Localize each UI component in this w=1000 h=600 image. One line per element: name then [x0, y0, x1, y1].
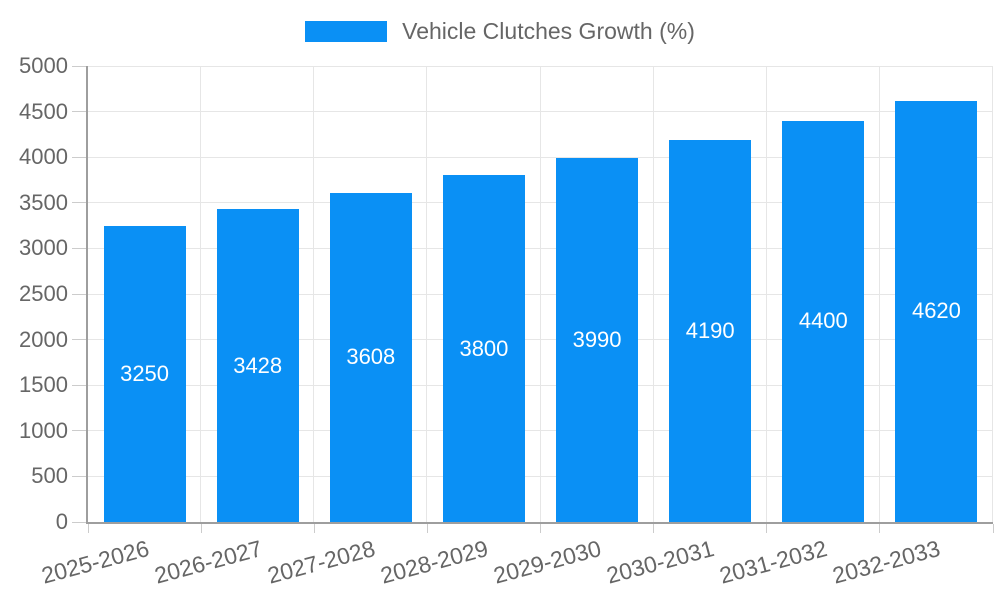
bar-value-label: 3608	[346, 344, 396, 370]
legend-label: Vehicle Clutches Growth (%)	[402, 18, 695, 44]
y-axis-tick-label: 0	[55, 509, 68, 534]
vertical-gridline	[992, 66, 993, 522]
horizontal-gridline	[88, 65, 993, 67]
y-axis-tick	[72, 475, 86, 477]
x-axis-label-text: 2031-2032	[717, 535, 831, 589]
y-axis-tick	[72, 521, 86, 523]
y-axis-tick-label: 4000	[19, 144, 68, 170]
x-axis-tick	[992, 524, 994, 533]
x-axis-label-text: 2025-2026	[38, 535, 152, 589]
y-axis-tick	[72, 384, 86, 386]
y-axis-tick-label: 1500	[19, 372, 68, 398]
bar[interactable]	[669, 139, 752, 522]
grid-layer	[88, 65, 993, 522]
y-axis: 0 500 1000 1500 2000 2500 3000 3500 4000 4500 5000	[0, 53, 88, 534]
vertical-gridline	[652, 66, 654, 522]
vertical-gridline	[878, 66, 880, 522]
y-axis-tick	[72, 156, 86, 158]
y-axis-tick	[72, 430, 86, 432]
bar[interactable]	[216, 209, 299, 522]
x-axis-label-text: 2027-2028	[264, 535, 378, 589]
x-axis-label-text: 2026-2027	[151, 535, 265, 589]
vertical-gridline	[765, 66, 767, 522]
y-axis-tick-label: 3000	[19, 235, 68, 261]
chart-legend[interactable]: Vehicle Clutches Growth (%)	[0, 18, 1000, 45]
horizontal-gridline	[88, 293, 993, 295]
vertical-gridline	[426, 66, 428, 522]
y-axis-tick-label: 5000	[19, 53, 68, 78]
vertical-gridline	[313, 66, 315, 522]
x-axis-tick	[313, 524, 315, 533]
plot-area: 3250 3428 3608 3800 3990 4190 4400 4620	[86, 65, 993, 524]
x-axis-label-text: 2030-2031	[603, 535, 717, 589]
y-axis-tick-label: 2500	[19, 281, 68, 306]
x-axis-tick	[766, 524, 768, 533]
horizontal-gridline	[88, 475, 993, 477]
y-axis-tick-label: 2000	[19, 326, 68, 352]
x-axis-label-text: 2032-2033	[830, 535, 944, 589]
y-axis-tick-label: 500	[31, 463, 68, 489]
bar[interactable]	[895, 100, 978, 522]
horizontal-gridline	[88, 111, 993, 113]
x-axis-tick	[426, 524, 428, 533]
x-axis-tick	[87, 524, 89, 533]
bar-value-label: 3250	[120, 360, 170, 386]
horizontal-gridline	[88, 247, 993, 249]
horizontal-gridline	[88, 430, 993, 432]
x-axis-tick	[879, 524, 881, 533]
legend-swatch-icon	[305, 21, 388, 42]
vertical-gridline	[200, 66, 202, 522]
y-axis-tick-label: 4500	[19, 98, 68, 124]
horizontal-gridline	[88, 156, 993, 158]
bar[interactable]	[782, 120, 865, 522]
x-axis-tick	[540, 524, 541, 533]
y-axis-tick-label: 1000	[19, 417, 68, 443]
vertical-gridline	[539, 66, 541, 522]
x-axis: 2025-2026 2026-2027 2027-2028 2028-2029 2029…	[38, 524, 994, 600]
y-axis-tick-label: 3500	[19, 189, 68, 215]
x-axis-tick	[200, 524, 202, 533]
bar-value-label: 4400	[798, 308, 848, 334]
bar[interactable]	[556, 158, 639, 522]
bar[interactable]	[103, 225, 186, 522]
bar[interactable]	[329, 192, 412, 522]
y-axis-tick	[72, 202, 86, 204]
bars-layer: 3250 3428 3608 3800 3990 4190 4400 4620	[88, 66, 993, 522]
bar-value-label: 3428	[233, 352, 283, 378]
y-axis-tick	[72, 65, 86, 67]
bar-value-label: 3800	[459, 335, 509, 361]
x-axis-label-text: 2029-2030	[490, 535, 604, 589]
bar-value-label: 3990	[572, 327, 622, 353]
horizontal-gridline	[88, 384, 993, 386]
y-axis-tick	[72, 247, 86, 249]
bar-value-label: 4190	[685, 317, 735, 343]
y-axis-tick	[72, 339, 86, 341]
bar[interactable]	[442, 175, 525, 522]
horizontal-gridline	[88, 202, 993, 204]
y-axis-tick	[72, 111, 86, 113]
bar-value-label: 4620	[911, 298, 961, 324]
x-axis-tick	[653, 524, 655, 533]
y-axis-tick	[72, 293, 86, 295]
horizontal-gridline	[88, 339, 993, 341]
x-axis-label-text: 2028-2029	[377, 535, 491, 589]
